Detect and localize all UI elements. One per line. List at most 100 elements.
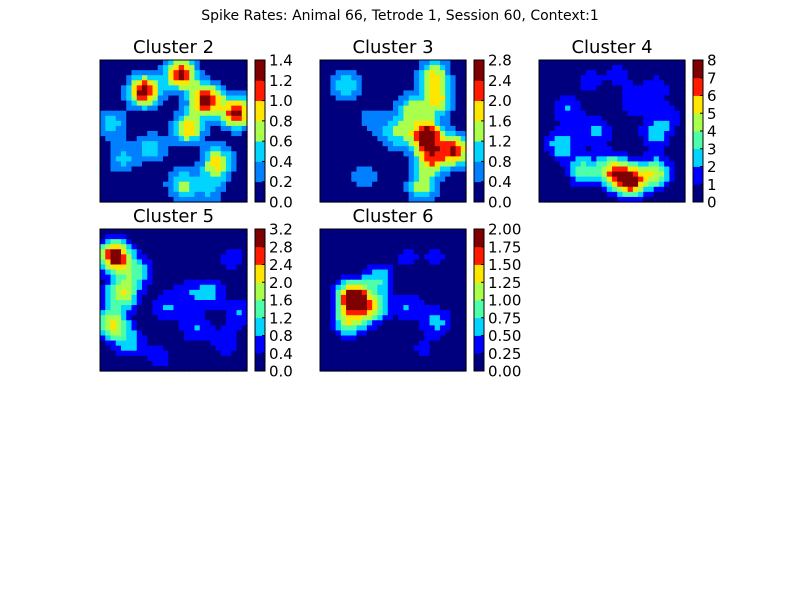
heatmap-cell bbox=[346, 166, 352, 173]
heatmap-cell bbox=[136, 120, 143, 127]
heatmap-cell bbox=[105, 305, 112, 311]
heatmap-cell bbox=[136, 335, 143, 342]
heatmap-cell bbox=[424, 110, 431, 117]
heatmap-cell bbox=[226, 65, 232, 71]
heatmap-cell bbox=[413, 115, 420, 122]
heatmap-cell bbox=[173, 269, 180, 276]
heatmap-cell bbox=[638, 161, 644, 168]
heatmap-cell bbox=[210, 100, 217, 107]
heatmap-cell bbox=[413, 196, 420, 203]
heatmap-cell bbox=[335, 176, 342, 183]
heatmap-cell bbox=[361, 105, 368, 112]
heatmap-cell bbox=[215, 186, 222, 193]
heatmap-cell bbox=[215, 239, 222, 245]
heatmap-cell bbox=[460, 156, 467, 163]
heatmap-cell bbox=[565, 146, 571, 152]
heatmap-cell bbox=[194, 125, 201, 132]
heatmap-cell bbox=[460, 176, 467, 183]
heatmap-cell bbox=[664, 141, 670, 147]
heatmap-cell bbox=[189, 244, 196, 250]
heatmap-cell bbox=[189, 284, 196, 291]
heatmap-cell bbox=[377, 166, 384, 173]
heatmap-cell bbox=[539, 110, 545, 117]
heatmap-cell bbox=[627, 196, 634, 203]
heatmap-cell bbox=[340, 156, 347, 163]
heatmap-cell bbox=[653, 181, 660, 188]
heatmap-cell bbox=[241, 125, 248, 132]
heatmap-cell bbox=[429, 115, 436, 122]
heatmap-cell bbox=[157, 259, 164, 266]
heatmap-cell bbox=[189, 269, 196, 276]
heatmap-cell bbox=[445, 105, 451, 112]
heatmap-cell bbox=[413, 269, 420, 276]
heatmap-cell bbox=[194, 229, 201, 235]
heatmap-cell bbox=[168, 320, 175, 326]
heatmap-cell bbox=[100, 315, 106, 321]
figure-suptitle: Spike Rates: Animal 66, Tetrode 1, Sessi… bbox=[201, 8, 599, 24]
colorbar-tick-label: 0.4 bbox=[488, 173, 512, 191]
colorbar-segment bbox=[255, 181, 265, 203]
heatmap-cell bbox=[361, 186, 368, 193]
heatmap-cell bbox=[356, 166, 363, 173]
heatmap-cell bbox=[398, 330, 405, 337]
heatmap-cell bbox=[210, 365, 217, 372]
heatmap-cell bbox=[606, 75, 613, 81]
heatmap-cell bbox=[194, 335, 201, 342]
heatmap-cell bbox=[591, 100, 597, 107]
heatmap-cell bbox=[178, 60, 185, 66]
heatmap-cell bbox=[596, 186, 603, 193]
heatmap-cell bbox=[121, 360, 127, 367]
heatmap-cell bbox=[653, 171, 660, 178]
heatmap-cell bbox=[189, 131, 196, 137]
heatmap-cell bbox=[539, 136, 545, 142]
heatmap-cell bbox=[387, 131, 394, 137]
heatmap-cell bbox=[126, 85, 133, 92]
heatmap-cell bbox=[539, 156, 545, 163]
heatmap-cell bbox=[325, 176, 332, 183]
heatmap-cell bbox=[231, 136, 238, 142]
heatmap-cell bbox=[173, 110, 180, 117]
heatmap-cell bbox=[351, 345, 358, 352]
heatmap-cell bbox=[356, 340, 363, 347]
heatmap-cell bbox=[236, 161, 243, 168]
heatmap-cell bbox=[136, 325, 143, 332]
heatmap-cell bbox=[220, 239, 227, 245]
heatmap-cell bbox=[585, 176, 592, 183]
heatmap-cell bbox=[596, 80, 603, 86]
heatmap-cell bbox=[178, 365, 185, 372]
heatmap-cell bbox=[372, 196, 378, 203]
heatmap-cell bbox=[335, 315, 342, 321]
heatmap-cell bbox=[638, 80, 644, 86]
heatmap-cell bbox=[330, 305, 337, 311]
heatmap-cell bbox=[439, 254, 446, 261]
heatmap-cell bbox=[142, 300, 148, 306]
heatmap-cell bbox=[674, 80, 681, 86]
heatmap-cell bbox=[100, 279, 106, 286]
heatmap-cell bbox=[382, 284, 389, 291]
heatmap-cell bbox=[617, 110, 624, 117]
heatmap-cell bbox=[679, 85, 686, 92]
heatmap-cell bbox=[565, 100, 571, 107]
heatmap-cell bbox=[372, 279, 378, 286]
heatmap-cell bbox=[241, 229, 248, 235]
heatmap-cell bbox=[199, 244, 206, 250]
heatmap-cell bbox=[163, 294, 169, 301]
heatmap-cell bbox=[627, 70, 634, 76]
heatmap-cell bbox=[231, 340, 238, 347]
heatmap-cell bbox=[152, 141, 159, 147]
heatmap-cell bbox=[658, 166, 665, 173]
heatmap-cell bbox=[361, 80, 368, 86]
heatmap-cell bbox=[366, 161, 373, 168]
heatmap-cell bbox=[231, 355, 238, 362]
heatmap-cell bbox=[220, 345, 227, 352]
heatmap-cell bbox=[439, 294, 446, 301]
heatmap-cell bbox=[460, 274, 467, 281]
heatmap-cell bbox=[554, 186, 561, 193]
heatmap-cell bbox=[210, 131, 217, 137]
heatmap-cell bbox=[356, 310, 363, 316]
heatmap-cell bbox=[403, 365, 410, 372]
heatmap-cell bbox=[643, 105, 650, 112]
heatmap-panel-5: Cluster 60.000.250.500.751.001.251.501.7… bbox=[319, 206, 521, 381]
heatmap-cell bbox=[580, 115, 587, 122]
heatmap-cell bbox=[226, 340, 232, 347]
